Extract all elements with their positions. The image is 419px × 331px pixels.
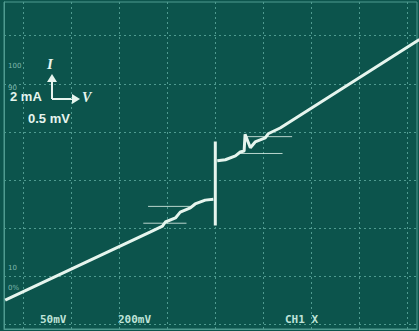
svg-text:100: 100 — [8, 62, 21, 70]
svg-text:0%: 0% — [8, 284, 19, 292]
svg-text:10: 10 — [8, 264, 17, 272]
svg-text:CH1 X: CH1 X — [285, 313, 319, 326]
svg-text:0.5 mV: 0.5 mV — [28, 111, 70, 126]
svg-text:V: V — [82, 90, 93, 105]
svg-text:50mV: 50mV — [40, 313, 67, 326]
svg-text:I: I — [46, 56, 54, 72]
svg-text:2 mA: 2 mA — [10, 89, 42, 104]
svg-text:200mV: 200mV — [118, 313, 152, 326]
svg-text:90: 90 — [8, 83, 17, 92]
